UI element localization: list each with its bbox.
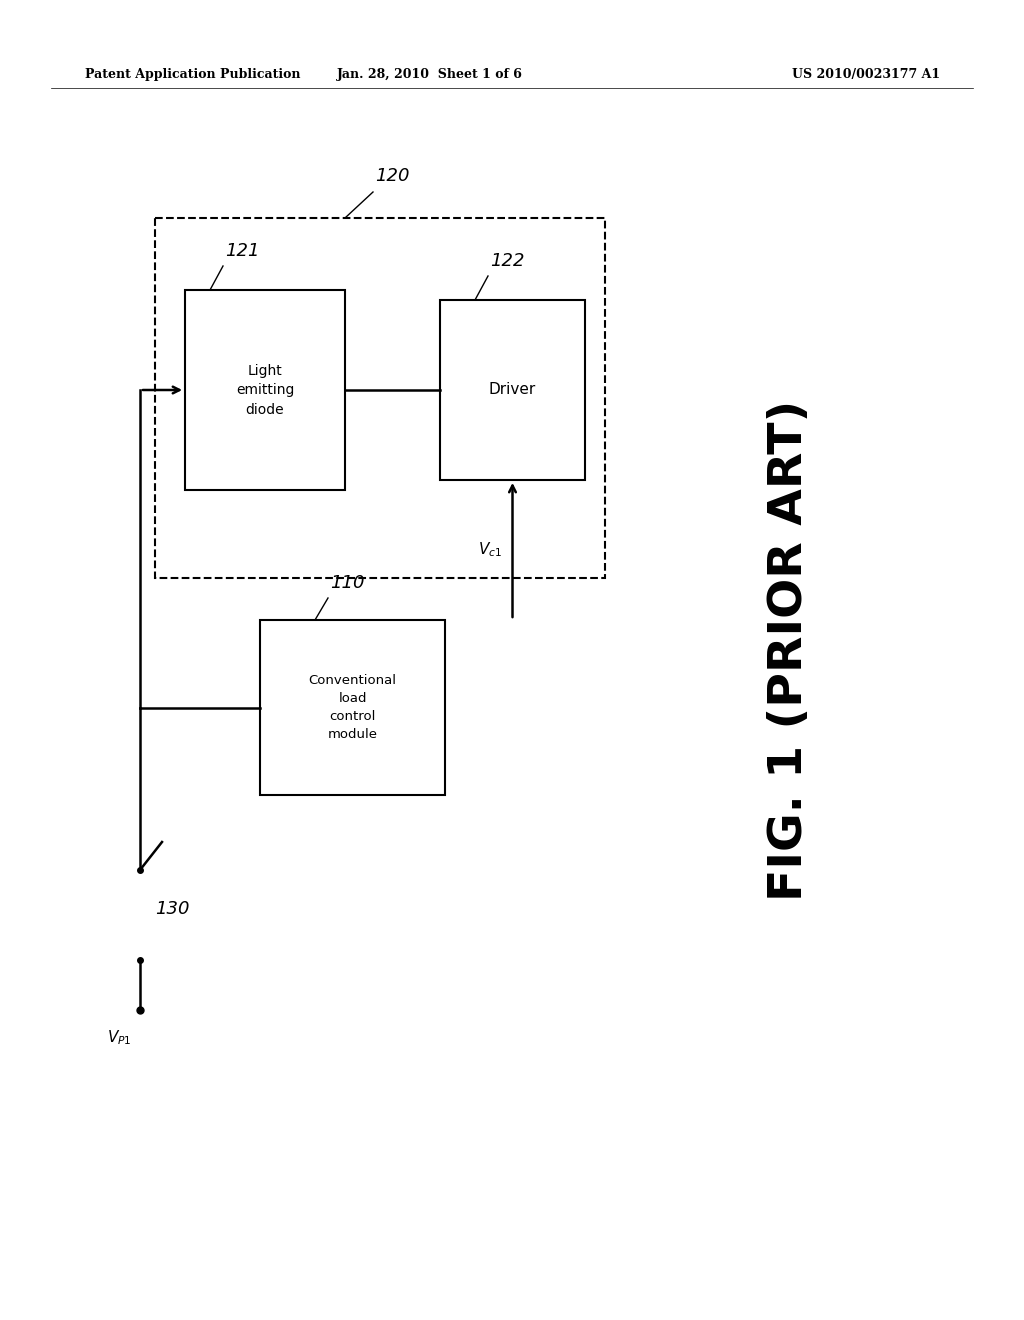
Bar bbox=[440, 300, 585, 480]
Text: Conventional
load
control
module: Conventional load control module bbox=[308, 675, 396, 741]
Text: Light
emitting
diode: Light emitting diode bbox=[236, 363, 294, 417]
Text: Patent Application Publication: Patent Application Publication bbox=[85, 69, 300, 81]
Text: 110: 110 bbox=[330, 574, 365, 591]
Text: 122: 122 bbox=[490, 252, 524, 271]
Text: $V_{P1}$: $V_{P1}$ bbox=[108, 1028, 132, 1047]
Text: 130: 130 bbox=[155, 900, 189, 917]
Text: 120: 120 bbox=[375, 168, 410, 185]
Bar bbox=[185, 290, 345, 490]
Text: FIG. 1 (PRIOR ART): FIG. 1 (PRIOR ART) bbox=[768, 400, 812, 900]
Bar bbox=[260, 620, 445, 795]
Text: US 2010/0023177 A1: US 2010/0023177 A1 bbox=[792, 69, 940, 81]
Text: Driver: Driver bbox=[488, 383, 537, 397]
Text: 121: 121 bbox=[225, 242, 259, 260]
Text: Jan. 28, 2010  Sheet 1 of 6: Jan. 28, 2010 Sheet 1 of 6 bbox=[337, 69, 523, 81]
Bar bbox=[155, 218, 605, 578]
Text: $V_{c1}$: $V_{c1}$ bbox=[478, 541, 503, 560]
